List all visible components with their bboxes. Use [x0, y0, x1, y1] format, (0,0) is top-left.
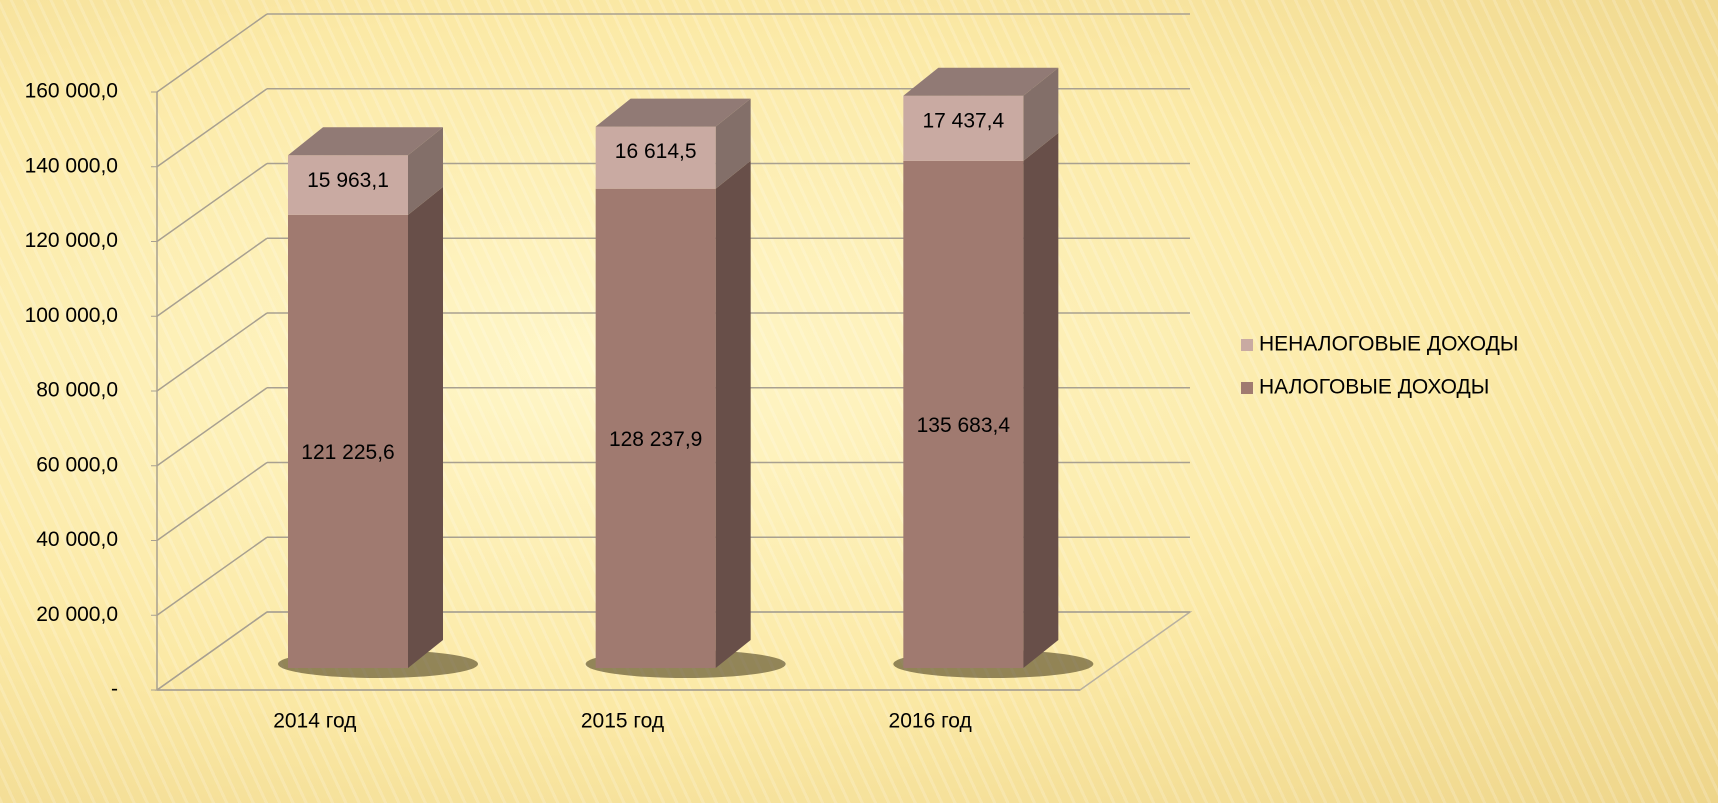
bar-side: [1023, 67, 1059, 161]
bar: [903, 95, 1024, 161]
grid-line-side: [156, 162, 268, 243]
grid-line-side: [156, 387, 268, 467]
bar: [595, 188, 716, 668]
value-label: 17 437,4: [922, 109, 1004, 132]
y-tick-label: 100 000,0: [25, 304, 118, 327]
bar-side: [715, 160, 751, 668]
grid-line-side: [156, 88, 268, 168]
value-label: 16 614,5: [615, 140, 697, 163]
y-tick-label: 80 000,0: [36, 379, 118, 402]
grid-line-side: [156, 13, 268, 93]
bar-side: [715, 98, 751, 189]
x-tick-label: 2014 год: [273, 710, 356, 733]
value-label: 135 683,4: [917, 414, 1011, 437]
y-tick-label: 160 000,0: [25, 80, 118, 103]
grid-line-side: [156, 312, 268, 392]
y-tick-label: 40 000,0: [36, 528, 118, 551]
value-label: 128 237,9: [609, 428, 702, 451]
y-tick-label: 140 000,0: [25, 154, 118, 177]
legend-swatch: [1241, 339, 1253, 351]
grid-line-side: [156, 536, 268, 616]
legend-swatch: [1241, 382, 1253, 394]
bar-side: [1023, 132, 1059, 668]
x-tick-label: 2015 год: [581, 710, 664, 733]
value-label: 121 225,6: [301, 441, 394, 464]
grid-line-side: [156, 611, 268, 691]
y-tick-label: 120 000,0: [25, 229, 118, 252]
bar-top: [595, 98, 751, 127]
bar-side: [408, 127, 443, 215]
legend-label: НАЛОГОВЫЕ ДОХОДЫ: [1259, 376, 1489, 399]
bar: [595, 126, 716, 189]
y-tick-label: 20 000,0: [36, 603, 118, 626]
grid-line-side: [156, 237, 268, 317]
bar: [288, 155, 408, 215]
bar-side: [408, 186, 443, 669]
y-tick-label: 60 000,0: [36, 453, 118, 476]
x-tick-label: 2016 год: [889, 710, 972, 733]
bar-top: [288, 127, 443, 156]
bar: [903, 160, 1024, 668]
value-label: 15 963,1: [307, 169, 389, 192]
y-tick-label: -: [111, 678, 118, 701]
grid-line-side: [156, 461, 268, 542]
bar-top: [903, 67, 1059, 96]
legend-label: НЕНАЛОГОВЫЕ ДОХОДЫ: [1259, 333, 1519, 356]
bar: [288, 214, 408, 669]
